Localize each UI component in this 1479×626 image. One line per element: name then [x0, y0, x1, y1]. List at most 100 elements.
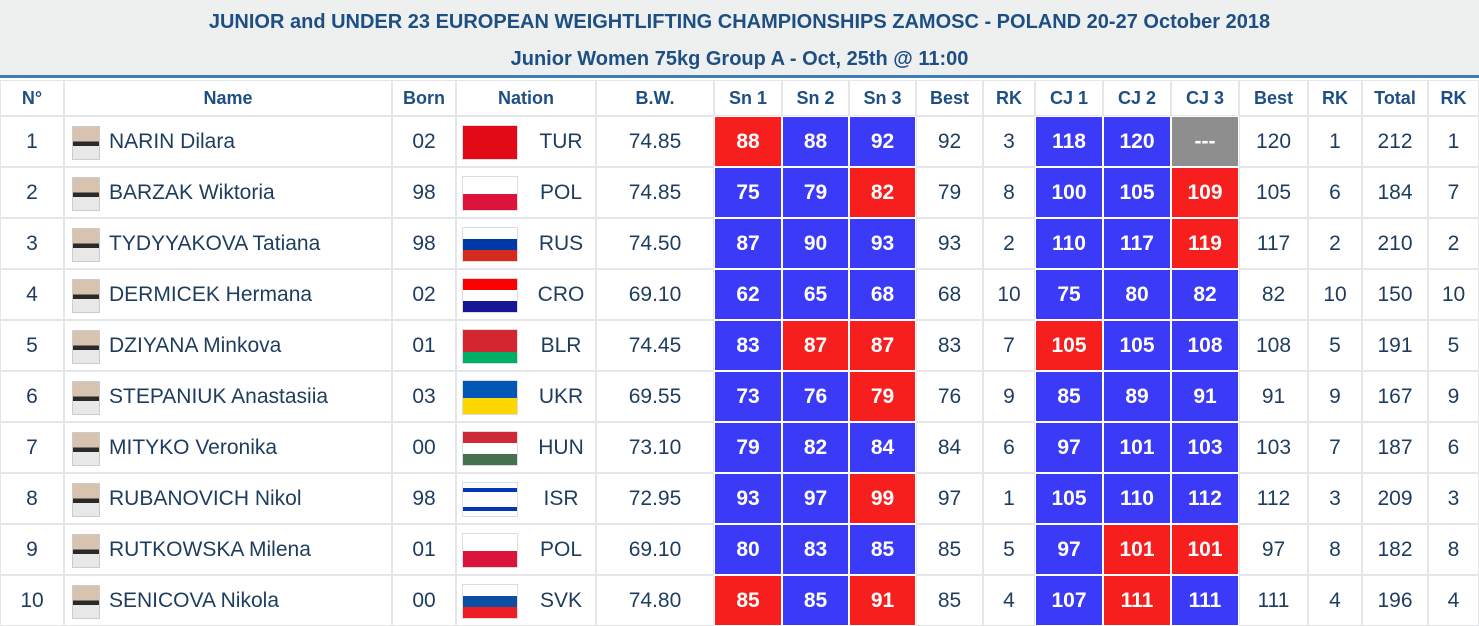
- attempt-cell: 118: [1035, 116, 1103, 167]
- cell: HUN: [456, 422, 596, 473]
- flag-stripe: [463, 585, 517, 596]
- nation-code: ISR: [543, 486, 579, 510]
- cell: 8: [0, 473, 64, 524]
- cell: 210: [1362, 218, 1428, 269]
- nation-code: TUR: [539, 129, 583, 153]
- flag-stripe: [463, 596, 517, 607]
- cell: 196: [1362, 575, 1428, 626]
- cell: 117: [1239, 218, 1308, 269]
- attempt-cell: 87: [714, 218, 782, 269]
- attempt-cell: 112: [1171, 473, 1239, 524]
- column-header: CJ 2: [1103, 80, 1171, 116]
- cell: TYDYYAKOVA Tatiana: [64, 218, 392, 269]
- cell: 01: [392, 320, 456, 371]
- cell: 76: [916, 371, 983, 422]
- athlete-photo: [72, 483, 100, 517]
- cell: 111: [1239, 575, 1308, 626]
- cell: 1: [983, 473, 1035, 524]
- column-header: Sn 3: [849, 80, 916, 116]
- attempt-cell: 100: [1035, 167, 1103, 218]
- cell: 167: [1362, 371, 1428, 422]
- flag-stripe: [463, 279, 517, 290]
- flag-stripe: [463, 497, 517, 502]
- cell: 9: [1428, 371, 1479, 422]
- cell: 01: [392, 524, 456, 575]
- cell: TUR: [456, 116, 596, 167]
- attempt-cell: 93: [714, 473, 782, 524]
- cell: 03: [392, 371, 456, 422]
- athlete-photo: [72, 381, 100, 415]
- cell: 120: [1239, 116, 1308, 167]
- cell: 69.10: [596, 269, 714, 320]
- flag: [462, 125, 518, 160]
- cell: 98: [392, 218, 456, 269]
- attempt-cell: 101: [1171, 524, 1239, 575]
- cell: 7: [1428, 167, 1479, 218]
- flag-stripe: [463, 193, 517, 210]
- cell: 00: [392, 422, 456, 473]
- athlete-name: DERMICEK Hermana: [109, 282, 313, 306]
- flag: [462, 482, 518, 517]
- cell: BLR: [456, 320, 596, 371]
- athlete-name: DZIYANA Minkova: [109, 333, 282, 357]
- cell: 74.50: [596, 218, 714, 269]
- flag-stripe: [463, 341, 517, 352]
- cell: 3: [1308, 473, 1362, 524]
- athlete-photo: [72, 279, 100, 313]
- athlete-name: SENICOVA Nikola: [109, 588, 279, 612]
- athlete-photo: [72, 228, 100, 262]
- cell: 83: [916, 320, 983, 371]
- cell: 5: [983, 524, 1035, 575]
- cell: 6: [1308, 167, 1362, 218]
- attempt-cell: 79: [849, 371, 916, 422]
- cell: 9: [1308, 371, 1362, 422]
- cell: MITYKO Veronika: [64, 422, 392, 473]
- athlete-name: TYDYYAKOVA Tatiana: [109, 231, 321, 255]
- cell: 212: [1362, 116, 1428, 167]
- attempt-cell: 105: [1103, 167, 1171, 218]
- flag: [462, 533, 518, 568]
- column-header: RK: [1308, 80, 1362, 116]
- attempt-cell: 79: [782, 167, 849, 218]
- cell: 4: [983, 575, 1035, 626]
- cell: 6: [983, 422, 1035, 473]
- attempt-cell: 82: [1171, 269, 1239, 320]
- flag-stripe: [463, 607, 517, 618]
- attempt-cell: 79: [714, 422, 782, 473]
- attempt-cell: 97: [1035, 422, 1103, 473]
- attempt-cell: 91: [1171, 371, 1239, 422]
- column-header: CJ 3: [1171, 80, 1239, 116]
- cell: 150: [1362, 269, 1428, 320]
- attempt-cell: 84: [849, 422, 916, 473]
- attempt-cell: 111: [1103, 575, 1171, 626]
- attempt-cell: 111: [1171, 575, 1239, 626]
- cell: 79: [916, 167, 983, 218]
- cell: 2: [1308, 218, 1362, 269]
- cell: CRO: [456, 269, 596, 320]
- attempt-cell: 85: [782, 575, 849, 626]
- attempt-cell: 90: [782, 218, 849, 269]
- flag-stripe: [463, 250, 517, 261]
- attempt-cell: 75: [1035, 269, 1103, 320]
- cell: 72.95: [596, 473, 714, 524]
- flag-stripe: [463, 454, 517, 465]
- cell: 82: [1239, 269, 1308, 320]
- nation-code: POL: [539, 537, 583, 561]
- flag-stripe: [463, 177, 517, 194]
- attempt-cell: 75: [714, 167, 782, 218]
- cell: 9: [983, 371, 1035, 422]
- flag-stripe: [463, 352, 517, 363]
- flag: [462, 227, 518, 262]
- attempt-cell: 65: [782, 269, 849, 320]
- cell: 7: [983, 320, 1035, 371]
- cell: 191: [1362, 320, 1428, 371]
- nation-code: POL: [539, 180, 583, 204]
- flag-stripe: [463, 397, 517, 414]
- attempt-cell: 87: [782, 320, 849, 371]
- cell: 85: [916, 524, 983, 575]
- column-header: Sn 1: [714, 80, 782, 116]
- cell: 209: [1362, 473, 1428, 524]
- cell: 4: [0, 269, 64, 320]
- cell: 5: [0, 320, 64, 371]
